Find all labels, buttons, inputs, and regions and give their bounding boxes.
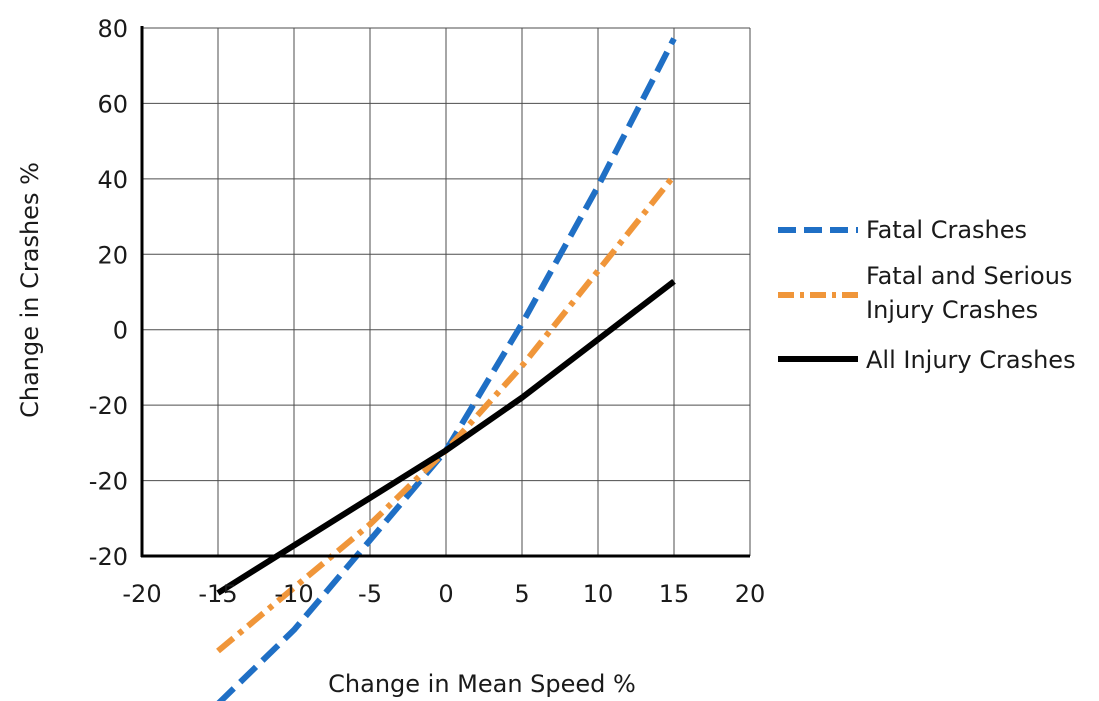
x-tick-label: 10 <box>583 580 614 608</box>
axes <box>140 26 750 558</box>
y-axis-title: Change in Crashes % <box>16 162 44 418</box>
x-tick-label: -5 <box>358 580 382 608</box>
y-tick-label: 40 <box>97 166 128 194</box>
x-tick-label: 5 <box>514 580 529 608</box>
legend-label-fatal-serious-line1: Fatal and Serious <box>866 262 1072 290</box>
y-tick-label: -20 <box>89 392 128 420</box>
x-tick-label: 0 <box>438 580 453 608</box>
legend-label-fatal-crashes: Fatal Crashes <box>866 216 1027 244</box>
y-tick-label: 80 <box>97 15 128 43</box>
y-tick-label: -20 <box>89 468 128 496</box>
legend-item-fatal-serious-injury-crashes: Fatal and Serious Injury Crashes <box>778 262 1072 324</box>
series-line-all-injury-crashes <box>216 279 676 596</box>
x-tick-label: 20 <box>735 580 766 608</box>
legend: Fatal Crashes Fatal and Serious Injury C… <box>778 216 1076 374</box>
y-tick-label: 60 <box>97 90 128 118</box>
x-tick-label: -10 <box>274 580 313 608</box>
y-tick-label: -20 <box>89 543 128 571</box>
x-tick-label: -15 <box>198 580 237 608</box>
y-tick-label: 20 <box>97 241 128 269</box>
legend-label-all-injury-crashes: All Injury Crashes <box>866 346 1076 374</box>
legend-label-fatal-serious-line2: Injury Crashes <box>866 296 1038 324</box>
x-axis-title: Change in Mean Speed % <box>328 670 636 698</box>
legend-item-all-injury-crashes: All Injury Crashes <box>778 346 1076 374</box>
x-tick-label: 15 <box>659 580 690 608</box>
legend-item-fatal-crashes: Fatal Crashes <box>778 216 1027 244</box>
grid <box>142 27 751 556</box>
x-tick-label: -20 <box>122 580 161 608</box>
y-tick-label: 0 <box>113 317 128 345</box>
series-lines <box>216 37 677 701</box>
tick-labels: -20 -15 -10 -5 0 5 10 15 20 80 60 40 20 0 -20 -20 -20 <box>89 15 765 608</box>
